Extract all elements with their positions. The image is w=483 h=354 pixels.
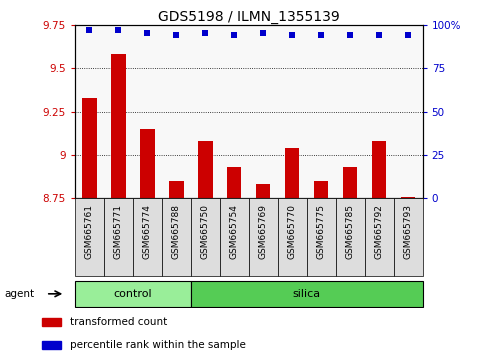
Point [346,32,354,38]
Text: GSM665775: GSM665775 [317,204,326,259]
FancyBboxPatch shape [394,198,423,276]
Text: transformed count: transformed count [70,317,167,327]
FancyBboxPatch shape [104,198,133,276]
Bar [256,184,270,198]
Point [201,30,209,36]
Text: percentile rank within the sample: percentile rank within the sample [70,340,246,350]
Text: agent: agent [5,289,35,299]
Bar [227,167,242,198]
FancyBboxPatch shape [278,198,307,276]
Text: GSM665750: GSM665750 [201,204,210,259]
Bar [401,196,415,198]
Text: GSM665771: GSM665771 [114,204,123,259]
Point [143,30,151,36]
FancyBboxPatch shape [220,198,249,276]
Text: GSM665769: GSM665769 [259,204,268,259]
Point [230,32,238,38]
Bar [111,54,126,198]
Bar [285,148,299,198]
Point [114,27,122,33]
Bar [140,129,155,198]
Bar [198,141,213,198]
Point [85,27,93,33]
Text: GSM665770: GSM665770 [288,204,297,259]
Bar [343,167,357,198]
FancyBboxPatch shape [191,198,220,276]
Bar [314,181,328,198]
Point [288,32,296,38]
FancyBboxPatch shape [162,198,191,276]
FancyBboxPatch shape [307,198,336,276]
Text: GSM665785: GSM665785 [346,204,355,259]
Bar [169,181,184,198]
Title: GDS5198 / ILMN_1355139: GDS5198 / ILMN_1355139 [158,10,340,24]
Text: GSM665754: GSM665754 [230,204,239,258]
Text: control: control [114,289,152,299]
FancyBboxPatch shape [191,281,423,307]
Point [375,32,383,38]
Text: silica: silica [293,289,321,299]
Text: GSM665788: GSM665788 [172,204,181,259]
FancyBboxPatch shape [365,198,394,276]
Point [172,32,180,38]
Bar [42,341,61,349]
FancyBboxPatch shape [133,198,162,276]
Text: GSM665761: GSM665761 [85,204,94,259]
FancyBboxPatch shape [75,198,104,276]
Bar [372,141,386,198]
Bar [42,318,61,326]
Point [259,30,267,36]
Bar [82,98,97,198]
Text: GSM665793: GSM665793 [404,204,412,259]
Point [317,32,325,38]
Text: GSM665792: GSM665792 [375,204,384,258]
FancyBboxPatch shape [249,198,278,276]
Text: GSM665774: GSM665774 [143,204,152,258]
Point [404,32,412,38]
FancyBboxPatch shape [336,198,365,276]
FancyBboxPatch shape [75,281,191,307]
